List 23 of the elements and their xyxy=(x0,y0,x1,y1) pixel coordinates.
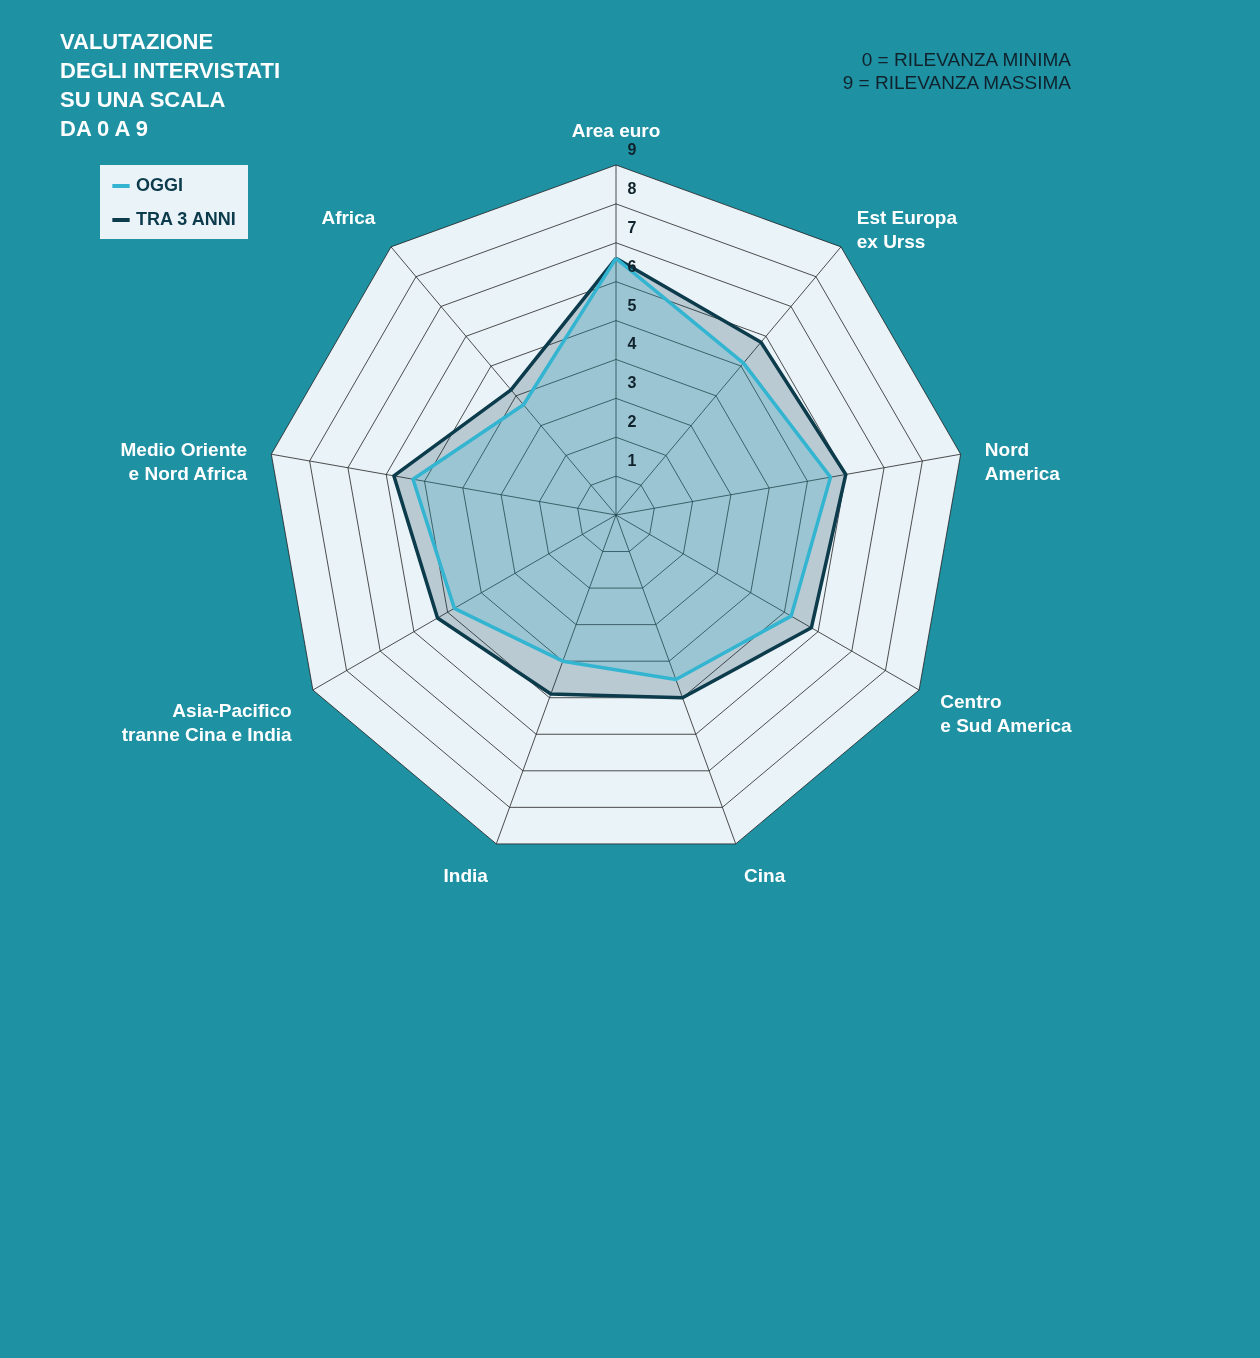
y-tick-label: 7 xyxy=(627,218,637,236)
y-tick-label: 2 xyxy=(627,413,637,431)
y-tick-label: 5 xyxy=(627,296,637,314)
spoke-label: Nord America xyxy=(984,438,1061,484)
legend-label: TRA 3 ANNI xyxy=(136,209,236,229)
spoke-label: Est Europa ex Urss xyxy=(856,207,958,253)
spoke-label: Cina xyxy=(744,864,786,886)
spoke-label: Asia-Pacifico tranne Cina e India xyxy=(121,700,293,746)
legend-label: OGGI xyxy=(136,175,184,195)
spoke-label: Medio Oriente e Nord Africa xyxy=(120,438,248,484)
text: 0 = RILEVANZA MINIMA xyxy=(861,49,1072,70)
y-tick-label: 1 xyxy=(627,452,637,470)
y-tick-label: 4 xyxy=(627,335,637,353)
spoke-label: Area euro xyxy=(571,119,661,141)
y-tick-label: 6 xyxy=(627,257,637,275)
y-tick-label: 8 xyxy=(627,179,637,197)
chart-title: VALUTAZIONE DEGLI INTERVISTATI SU UNA SCALA DA 0 A 9 xyxy=(60,29,281,141)
y-tick-label: 9 xyxy=(627,141,637,158)
spoke-label: India xyxy=(443,864,489,886)
spoke-label: Centro e Sud America xyxy=(940,691,1073,737)
text: 9 = RILEVANZA MASSIMA xyxy=(842,72,1072,94)
spoke-label: Africa xyxy=(321,207,376,229)
y-tick-label: 3 xyxy=(627,374,637,392)
